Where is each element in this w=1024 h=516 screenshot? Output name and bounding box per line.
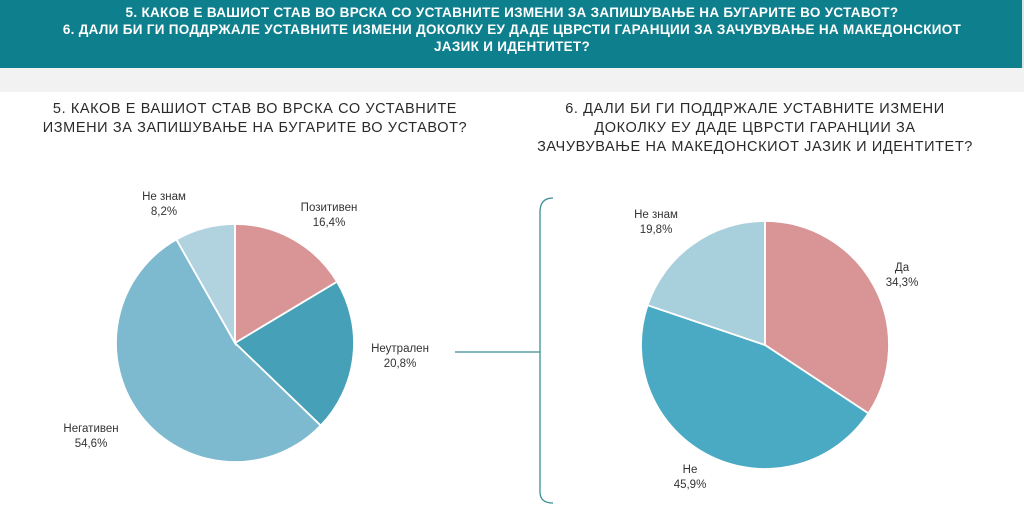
pie-2-slice-2 bbox=[640, 304, 870, 470]
chart-1-title-line-1: 5. КАКОВ Е ВАШИОТ СТАВ ВО ВРСКА СО УСТАВ… bbox=[52, 101, 458, 117]
pie-1-value-4: 8,2% bbox=[151, 206, 177, 218]
header-strip bbox=[0, 68, 1024, 92]
chart-2-title: 6. ДАЛИ БИ ГИ ПОДДРЖАЛЕ УСТАВНИТЕ ИЗМЕНИ… bbox=[520, 100, 990, 157]
pie-1-value-1: 16,4% bbox=[313, 217, 346, 229]
chart-2-title-line-3: ЗАЧУВУВАЊЕ НА МАКЕДОНСКИОТ ЈАЗИК И ИДЕНТ… bbox=[537, 139, 973, 155]
pie-2-label-3: Не знам bbox=[634, 209, 678, 221]
pie-1-label-3: Негативен bbox=[63, 423, 118, 435]
pie-1-label-4: Не знам bbox=[142, 191, 186, 203]
pie-1-slice-4 bbox=[175, 223, 236, 347]
pie-2-label-2: Не bbox=[683, 464, 698, 476]
header-line-3: ЈАЗИК И ИДЕНТИТЕТ? bbox=[433, 39, 591, 54]
pie-2-value-1: 34,3% bbox=[886, 277, 919, 289]
pie-1-value-2: 20,8% bbox=[384, 358, 417, 370]
header-edge bbox=[1022, 0, 1024, 68]
pie-1-label-2: Неутрален bbox=[371, 343, 429, 355]
pie-1-slice-2 bbox=[233, 280, 355, 427]
pie-1-slice-1 bbox=[234, 223, 339, 345]
pie-2-value-3: 19,8% bbox=[640, 224, 673, 236]
header-line-2: 6. ДАЛИ БИ ГИ ПОДДРЖАЛЕ УСТАВНИТЕ ИЗМЕНИ… bbox=[62, 22, 962, 37]
pie-chart-2: Да 34,3% Не 45,9% Не знам 19,8% bbox=[634, 209, 918, 491]
pie-2-label-1: Да bbox=[895, 262, 910, 274]
pie-1-slice-3 bbox=[115, 238, 322, 463]
chart-1-title: 5. КАКОВ Е ВАШИОТ СТАВ ВО ВРСКА СО УСТАВ… bbox=[40, 100, 470, 138]
pie-2-value-2: 45,9% bbox=[674, 479, 707, 491]
header-banner: 5. КАКОВ Е ВАШИОТ СТАВ ВО ВРСКА СО УСТАВ… bbox=[0, 0, 1024, 68]
chart-1-title-line-2: ИЗМЕНИ ЗА ЗАПИШУВАЊЕ НА БУГАРИТЕ ВО УСТА… bbox=[42, 120, 468, 136]
pie-2-slice-3 bbox=[646, 220, 766, 347]
chart-2-title-line-2: ДОКОЛКУ ЕУ ДАДЕ ЦВРСТИ ГАРАНЦИИ ЗА bbox=[594, 120, 916, 136]
pie-1-label-1: Позитивен bbox=[301, 202, 358, 214]
pie-chart-1: Позитивен 16,4% Неутрален 20,8% Негативен 54,… bbox=[63, 191, 429, 463]
pie-1-value-3: 54,6% bbox=[75, 438, 108, 450]
connector-bracket bbox=[455, 197, 554, 504]
chart-2-title-line-1: 6. ДАЛИ БИ ГИ ПОДДРЖАЛЕ УСТАВНИТЕ ИЗМЕНИ bbox=[565, 101, 945, 117]
header-line-1: 5. КАКОВ Е ВАШИОТ СТАВ ВО ВРСКА СО УСТАВ… bbox=[125, 5, 899, 20]
